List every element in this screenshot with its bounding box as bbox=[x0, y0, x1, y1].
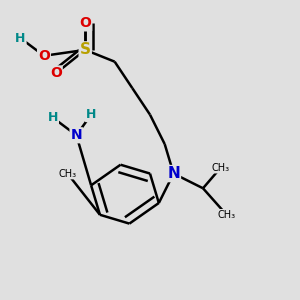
Text: CH₃: CH₃ bbox=[212, 163, 230, 173]
Text: O: O bbox=[79, 16, 91, 30]
Text: H: H bbox=[15, 32, 26, 45]
Text: N: N bbox=[70, 128, 82, 142]
Text: N: N bbox=[167, 166, 180, 181]
Text: H: H bbox=[48, 111, 58, 124]
Text: O: O bbox=[50, 66, 62, 80]
Text: H: H bbox=[86, 108, 96, 121]
Text: CH₃: CH₃ bbox=[58, 169, 76, 178]
Text: CH₃: CH₃ bbox=[218, 210, 236, 220]
Text: S: S bbox=[80, 42, 91, 57]
Text: O: O bbox=[38, 49, 50, 63]
